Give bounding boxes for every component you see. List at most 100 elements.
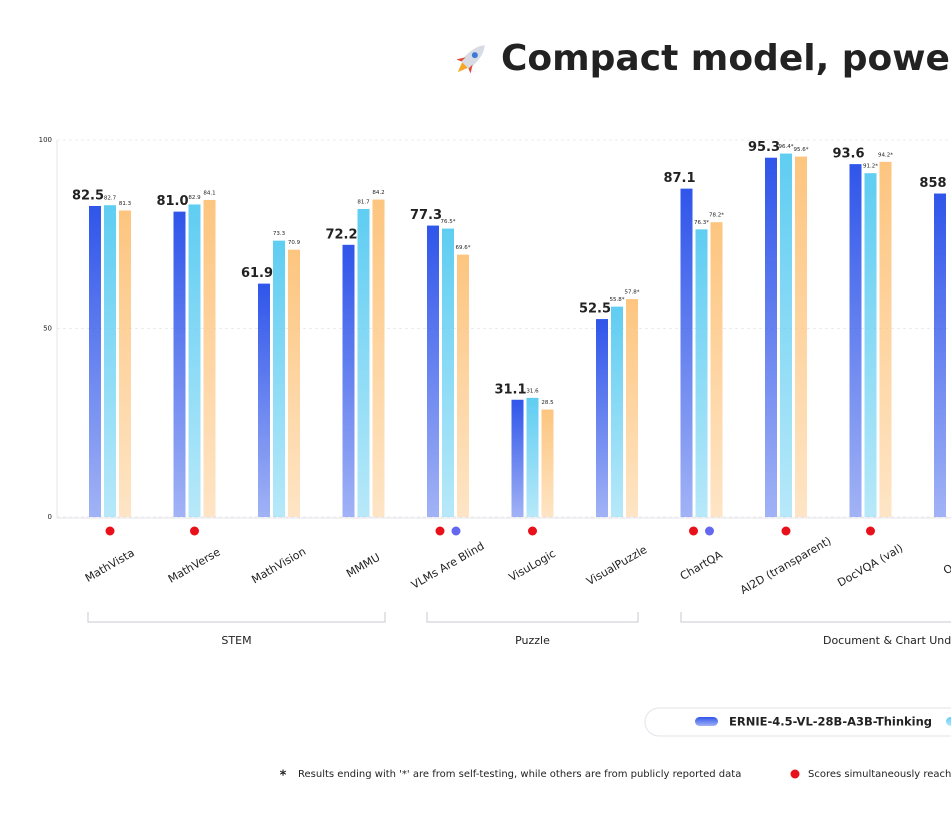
bar (104, 205, 116, 517)
bar (626, 299, 638, 517)
bar (934, 193, 946, 517)
value-label: 84.1 (203, 190, 215, 196)
value-label: 77.3 (410, 208, 442, 223)
highlight-dot (689, 526, 698, 536)
x-tick-label: MathVerse (166, 545, 223, 585)
legend-label: ERNIE-4.5-VL-28B-A3B-Thinking (729, 715, 932, 729)
value-label: 91.2* (863, 164, 878, 170)
value-label: 70.9 (288, 240, 301, 246)
value-label: 73.3 (273, 231, 286, 237)
bar (795, 156, 807, 517)
x-tick-label: DocVQA (val) (835, 542, 905, 590)
bar (188, 204, 201, 518)
group-bracket (426, 612, 639, 623)
value-label: 96.4* (779, 144, 794, 150)
y-tick-label: 50 (43, 325, 52, 333)
value-label: 57.8* (625, 290, 640, 296)
x-tick-label: MathVista (83, 546, 137, 585)
x-tick-label: VisuLogic (507, 547, 558, 584)
bar (864, 173, 877, 517)
value-label: 76.5* (441, 219, 456, 225)
group-label: Document & Chart Unde (823, 634, 951, 647)
rocket-icon (456, 45, 485, 74)
y-tick-label: 0 (48, 513, 52, 521)
bar (710, 222, 723, 517)
value-label: 87.1 (663, 171, 695, 186)
value-label: 55.8* (610, 297, 625, 303)
value-label: 82.5 (72, 188, 104, 203)
bar (780, 153, 792, 517)
bar (258, 283, 270, 517)
bar (541, 409, 554, 517)
group-label: STEM (221, 634, 251, 647)
bar (695, 229, 708, 517)
bar (342, 244, 355, 517)
value-label: 95.3 (748, 140, 780, 155)
value-label: 82.7 (104, 196, 117, 202)
value-label: 95.6* (794, 147, 809, 153)
group-bracket (87, 612, 386, 623)
value-label: 31.6 (526, 388, 539, 394)
highlight-dot (435, 526, 445, 536)
x-tick-label: AI2D (transparent) (738, 534, 833, 597)
bar (203, 199, 216, 517)
value-label: 76.3* (694, 220, 709, 226)
group-label: Puzzle (515, 634, 550, 647)
bar (288, 249, 300, 517)
value-label: 84.2 (372, 190, 384, 196)
bar (442, 228, 454, 517)
bar (427, 225, 439, 518)
highlight-dot (451, 526, 461, 536)
note-symbol: * (280, 769, 287, 784)
value-label: 81.3 (119, 201, 132, 207)
bar (765, 157, 777, 517)
bar (357, 208, 370, 517)
highlight-dot (866, 526, 875, 536)
group-bracket (680, 612, 951, 623)
bar (526, 397, 539, 517)
note-text: Scores simultaneously reach (808, 769, 951, 780)
x-tick-label: VLMs Are Blind (409, 539, 487, 591)
bar (680, 188, 693, 517)
bar (119, 210, 131, 517)
note-text: Results ending with '*' are from self-te… (298, 769, 741, 780)
value-label: 81.7 (357, 199, 370, 205)
note-dot (790, 769, 800, 779)
bar (849, 164, 862, 518)
x-tick-label: MathVision (249, 545, 308, 586)
x-tick-label: VisualPuzzle (584, 543, 649, 588)
value-label: 69.6* (456, 245, 471, 251)
value-label: 94.2* (878, 152, 893, 158)
chart-title: Compact model, powerfu (501, 38, 951, 79)
value-label: 72.2 (325, 227, 357, 242)
value-label: 93.6 (832, 147, 864, 162)
bar (89, 205, 101, 517)
value-label: 82.9 (188, 195, 201, 201)
bar (273, 240, 285, 517)
bar (611, 306, 623, 517)
bar (596, 319, 608, 517)
y-tick-label: 100 (39, 136, 52, 144)
x-tick-label: OCR (941, 554, 951, 577)
x-tick-label: ChartQA (678, 548, 725, 583)
bar (457, 254, 469, 517)
bar (173, 211, 186, 517)
value-label: 31.1 (494, 382, 526, 397)
legend-box (644, 707, 951, 737)
highlight-dot (705, 526, 714, 536)
legend-swatch (946, 717, 951, 726)
bar (879, 161, 892, 517)
value-label: 52.5 (579, 302, 611, 317)
x-tick-label: MMMU (344, 551, 382, 581)
legend-swatch (695, 717, 718, 726)
bar (511, 399, 524, 517)
value-label: 61.9 (241, 266, 273, 281)
bar (372, 199, 385, 518)
value-label: 28.5 (541, 400, 554, 406)
value-label: 81.0 (156, 194, 188, 209)
highlight-dot (105, 526, 115, 536)
value-label: 78.2* (709, 213, 724, 219)
value-label: 858 (919, 176, 946, 191)
